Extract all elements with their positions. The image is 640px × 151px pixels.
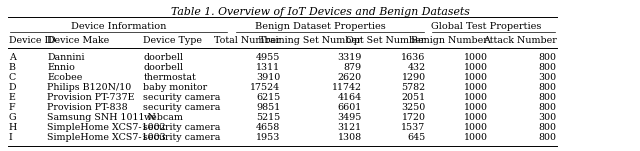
Text: H: H <box>9 123 17 132</box>
Text: 1000: 1000 <box>463 73 488 82</box>
Text: Device Information: Device Information <box>70 22 166 31</box>
Text: 800: 800 <box>539 93 557 102</box>
Text: 2051: 2051 <box>401 93 426 102</box>
Text: 5782: 5782 <box>401 83 426 92</box>
Text: F: F <box>9 103 15 112</box>
Text: 1537: 1537 <box>401 123 426 132</box>
Text: 1290: 1290 <box>401 73 426 82</box>
Text: Device ID: Device ID <box>9 36 56 45</box>
Text: Dannini: Dannini <box>47 53 85 62</box>
Text: thermostat: thermostat <box>143 73 196 82</box>
Text: Benign Number: Benign Number <box>411 36 488 45</box>
Text: 1000: 1000 <box>463 53 488 62</box>
Text: 800: 800 <box>539 103 557 112</box>
Text: 1000: 1000 <box>463 123 488 132</box>
Text: security camera: security camera <box>143 93 221 102</box>
Text: 432: 432 <box>408 63 426 72</box>
Text: 1308: 1308 <box>337 133 362 142</box>
Text: Training Set Number: Training Set Number <box>259 36 362 45</box>
Text: 879: 879 <box>344 63 362 72</box>
Text: Device Make: Device Make <box>47 36 109 45</box>
Text: SimpleHome XCS7-1002: SimpleHome XCS7-1002 <box>47 123 166 132</box>
Text: 3910: 3910 <box>256 73 280 82</box>
Text: Global Test Properties: Global Test Properties <box>431 22 541 31</box>
Text: B: B <box>9 63 16 72</box>
Text: 3495: 3495 <box>337 113 362 122</box>
Text: Provision PT-838: Provision PT-838 <box>47 103 128 112</box>
Text: 2620: 2620 <box>337 73 362 82</box>
Text: 4955: 4955 <box>256 53 280 62</box>
Text: 9851: 9851 <box>256 103 280 112</box>
Text: 6215: 6215 <box>256 93 280 102</box>
Text: 1953: 1953 <box>256 133 280 142</box>
Text: Attack Number: Attack Number <box>483 36 557 45</box>
Text: Table 1. Overview of IoT Devices and Benign Datasets: Table 1. Overview of IoT Devices and Ben… <box>171 7 469 17</box>
Text: 1636: 1636 <box>401 53 426 62</box>
Text: 800: 800 <box>539 83 557 92</box>
Text: 300: 300 <box>539 73 557 82</box>
Text: Provision PT-737E: Provision PT-737E <box>47 93 135 102</box>
Text: I: I <box>9 133 13 142</box>
Text: security camera: security camera <box>143 103 221 112</box>
Text: 800: 800 <box>539 53 557 62</box>
Text: baby monitor: baby monitor <box>143 83 207 92</box>
Text: Opt Set Number: Opt Set Number <box>346 36 426 45</box>
Text: 6601: 6601 <box>337 103 362 112</box>
Text: doorbell: doorbell <box>143 63 184 72</box>
Text: 17524: 17524 <box>250 83 280 92</box>
Text: 1311: 1311 <box>256 63 280 72</box>
Text: 1720: 1720 <box>402 113 426 122</box>
Text: 3250: 3250 <box>401 103 426 112</box>
Text: 5215: 5215 <box>256 113 280 122</box>
Text: 4164: 4164 <box>337 93 362 102</box>
Text: security camera: security camera <box>143 133 221 142</box>
Text: 11742: 11742 <box>332 83 362 92</box>
Text: 3319: 3319 <box>337 53 362 62</box>
Text: 1000: 1000 <box>463 103 488 112</box>
Text: Benign Dataset Properties: Benign Dataset Properties <box>255 22 385 31</box>
Text: 1000: 1000 <box>463 63 488 72</box>
Text: C: C <box>9 73 16 82</box>
Text: 3121: 3121 <box>337 123 362 132</box>
Text: 4658: 4658 <box>256 123 280 132</box>
Text: 645: 645 <box>407 133 426 142</box>
Text: security camera: security camera <box>143 123 221 132</box>
Text: SimpleHome XCS7-1003: SimpleHome XCS7-1003 <box>47 133 166 142</box>
Text: 1000: 1000 <box>463 83 488 92</box>
Text: E: E <box>9 93 16 102</box>
Text: webcam: webcam <box>143 113 183 122</box>
Text: 800: 800 <box>539 63 557 72</box>
Text: 1000: 1000 <box>463 113 488 122</box>
Text: 800: 800 <box>539 133 557 142</box>
Text: A: A <box>9 53 16 62</box>
Text: 800: 800 <box>539 123 557 132</box>
Text: Philips B120N/10: Philips B120N/10 <box>47 83 132 92</box>
Text: D: D <box>9 83 17 92</box>
Text: doorbell: doorbell <box>143 53 184 62</box>
Text: 1000: 1000 <box>463 93 488 102</box>
Text: G: G <box>9 113 17 122</box>
Text: Ennio: Ennio <box>47 63 76 72</box>
Text: Device Type: Device Type <box>143 36 202 45</box>
Text: Samsung SNH 1011 N: Samsung SNH 1011 N <box>47 113 156 122</box>
Text: 1000: 1000 <box>463 133 488 142</box>
Text: 300: 300 <box>539 113 557 122</box>
Text: Ecobee: Ecobee <box>47 73 83 82</box>
Text: Total Number: Total Number <box>214 36 280 45</box>
